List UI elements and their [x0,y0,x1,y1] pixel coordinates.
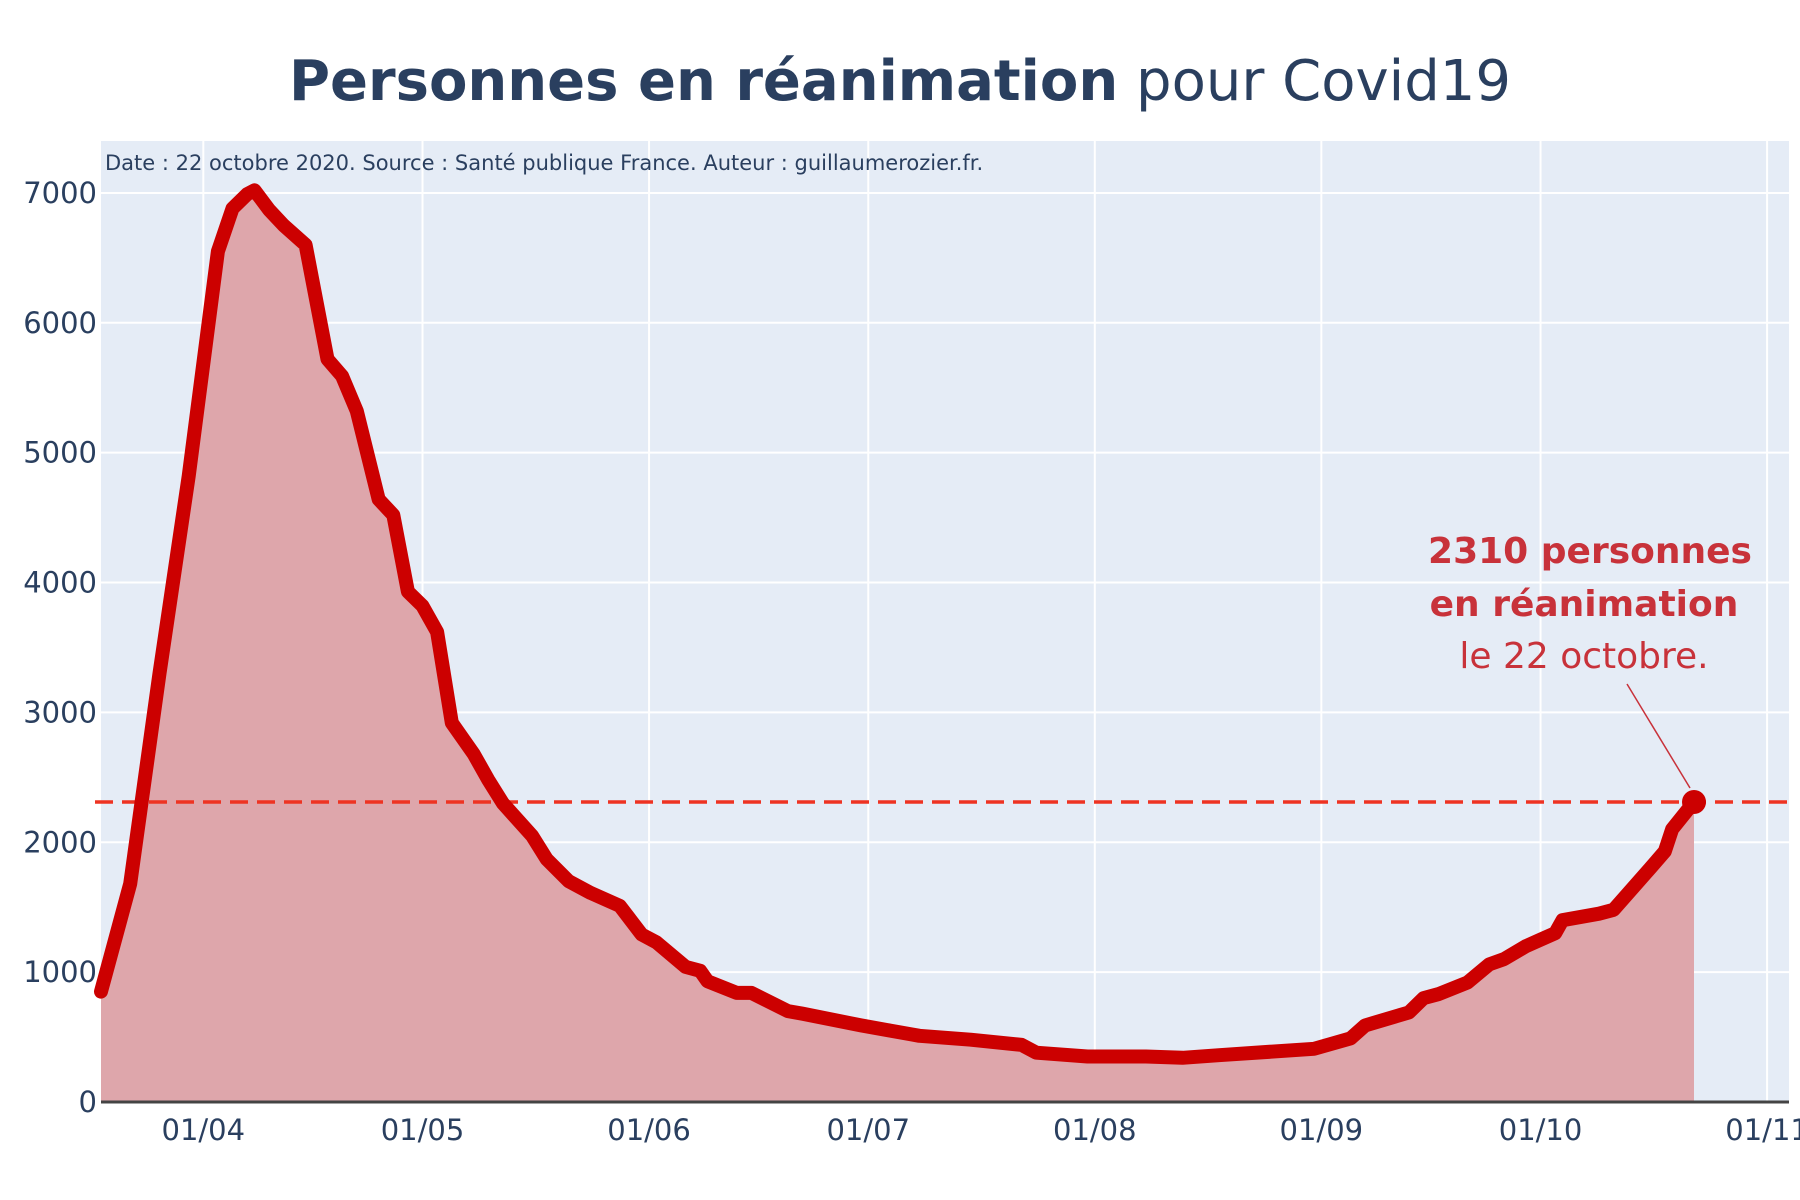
y-tick-label: 1000 [23,955,97,989]
x-tick-label: 01/09 [1280,1113,1364,1147]
y-tick-label: 5000 [23,436,97,470]
x-tick-label: 01/06 [607,1113,691,1147]
y-tick-label: 7000 [23,176,97,210]
x-axis-ticks: 01/04 01/05 01/06 01/07 01/08 01/09 01/10 01/11 [162,1113,1800,1147]
annotation-line-3: le 22 octobre. [1459,636,1708,677]
annotation-line-1: 2310 personnes [1428,531,1752,572]
y-tick-label: 0 [79,1085,97,1119]
x-tick-label: 01/08 [1053,1113,1137,1147]
y-tick-label: 4000 [23,566,97,600]
annotation-line-2: en réanimation [1430,584,1739,625]
y-tick-label: 6000 [23,306,97,340]
x-tick-label: 01/11 [1725,1113,1800,1147]
chart-title-bold: Personnes en réanimation [289,49,1118,114]
x-tick-label: 01/07 [826,1113,910,1147]
chart-title-rest: pour Covid19 [1118,49,1511,114]
annotation-arrow [1626,683,1691,789]
series-line [94,183,1701,1065]
x-tick-label: 01/10 [1499,1113,1583,1147]
y-tick-label: 3000 [23,695,97,729]
last-point-marker [1682,790,1707,815]
chart-title: Personnes en réanimation pour Covid19 [289,49,1511,114]
y-tick-label: 2000 [23,825,97,859]
y-axis-ticks: 0 1000 2000 3000 4000 5000 6000 7000 [23,176,97,1119]
source-note: Date : 22 octobre 2020. Source : Santé p… [105,151,983,175]
area-fill [101,190,1694,1103]
x-tick-label: 01/04 [162,1113,246,1147]
x-tick-label: 01/05 [381,1113,465,1147]
